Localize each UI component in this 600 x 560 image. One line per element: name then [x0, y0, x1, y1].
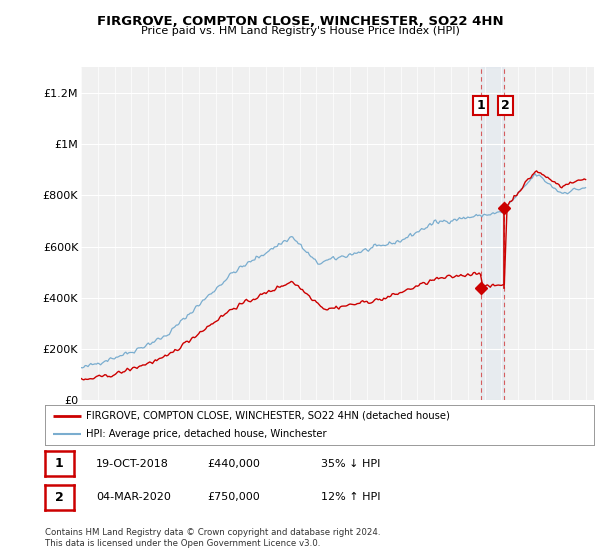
- Text: 12% ↑ HPI: 12% ↑ HPI: [321, 492, 380, 502]
- Text: 1: 1: [476, 99, 485, 112]
- Bar: [481, 67, 505, 400]
- Text: 2: 2: [55, 491, 64, 504]
- Text: 35% ↓ HPI: 35% ↓ HPI: [321, 459, 380, 469]
- Text: 19-OCT-2018: 19-OCT-2018: [96, 459, 169, 469]
- Text: £750,000: £750,000: [207, 492, 260, 502]
- Text: FIRGROVE, COMPTON CLOSE, WINCHESTER, SO22 4HN: FIRGROVE, COMPTON CLOSE, WINCHESTER, SO2…: [97, 15, 503, 27]
- Text: 1: 1: [55, 457, 64, 470]
- Text: 2: 2: [501, 99, 509, 112]
- Text: Price paid vs. HM Land Registry's House Price Index (HPI): Price paid vs. HM Land Registry's House …: [140, 26, 460, 36]
- Text: Contains HM Land Registry data © Crown copyright and database right 2024.
This d: Contains HM Land Registry data © Crown c…: [45, 528, 380, 548]
- Text: £440,000: £440,000: [207, 459, 260, 469]
- Text: FIRGROVE, COMPTON CLOSE, WINCHESTER, SO22 4HN (detached house): FIRGROVE, COMPTON CLOSE, WINCHESTER, SO2…: [86, 411, 450, 421]
- Text: 04-MAR-2020: 04-MAR-2020: [96, 492, 171, 502]
- Text: HPI: Average price, detached house, Winchester: HPI: Average price, detached house, Winc…: [86, 430, 327, 439]
